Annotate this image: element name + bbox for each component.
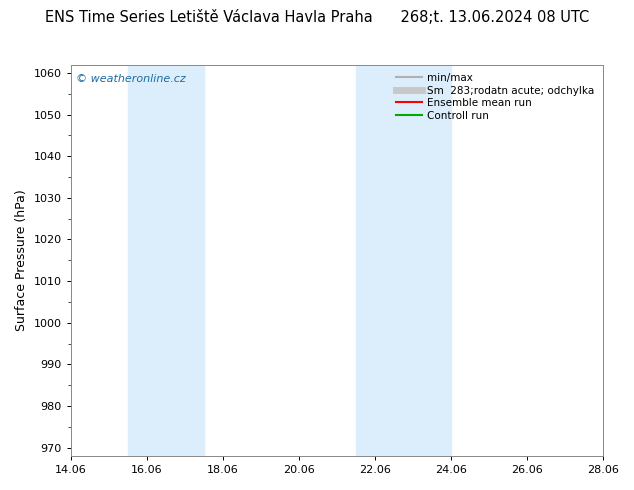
Legend: min/max, Sm  283;rodatn acute; odchylka, Ensemble mean run, Controll run: min/max, Sm 283;rodatn acute; odchylka, … bbox=[393, 70, 598, 124]
Text: © weatheronline.cz: © weatheronline.cz bbox=[76, 74, 186, 84]
Bar bbox=[356, 65, 451, 456]
Bar bbox=[127, 65, 204, 456]
Text: ENS Time Series Letiště Václava Havla Praha      268;t. 13.06.2024 08 UTC: ENS Time Series Letiště Václava Havla Pr… bbox=[45, 10, 589, 25]
Y-axis label: Surface Pressure (hPa): Surface Pressure (hPa) bbox=[15, 190, 28, 331]
